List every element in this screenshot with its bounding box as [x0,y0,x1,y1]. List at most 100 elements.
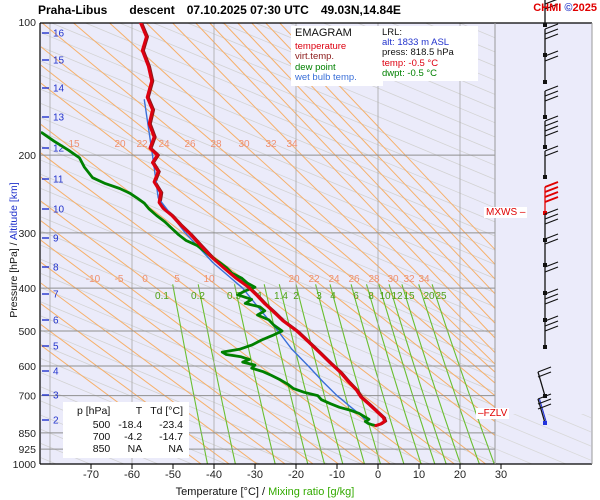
svg-text:0.2: 0.2 [191,291,205,302]
svg-text:22: 22 [136,139,148,150]
svg-text:1000: 1000 [13,459,37,471]
col-temp: T [135,405,143,417]
legend: EMAGRAM temperature virt.temp. dew point… [291,26,383,86]
svg-text:9: 9 [53,234,59,245]
fzlv-dash-icon: – [478,408,484,419]
svg-text:-5: -5 [115,274,124,285]
svg-text:500: 500 [18,326,36,338]
col-dewpoint: Td [°C] [150,405,184,417]
svg-text:20: 20 [288,274,300,285]
svg-text:16: 16 [53,29,65,40]
copyright-icon: © [564,2,573,14]
legend-item-dew-point: dew point [295,61,336,73]
table-header-row: p [hPa] T Td [°C] [69,405,183,419]
svg-text:-40: -40 [206,469,222,481]
svg-text:0: 0 [142,274,148,285]
svg-text:24: 24 [328,274,340,285]
svg-text:8: 8 [53,263,59,274]
svg-text:0.5: 0.5 [227,291,241,302]
svg-text:15: 15 [403,291,415,302]
svg-text:34: 34 [418,274,430,285]
svg-text:30: 30 [495,469,507,481]
svg-text:1.4: 1.4 [274,291,288,302]
dewpoint-value: dwpt: -0.5 °C [382,67,438,79]
x-axis-caption: Temperature [°C] / Mixing ratio [g/kg] [175,486,355,498]
svg-text:32: 32 [403,274,415,285]
svg-text:10: 10 [379,291,391,302]
svg-text:3: 3 [316,291,322,302]
svg-text:925: 925 [18,444,36,456]
svg-text:30: 30 [238,139,250,150]
y-axis-caption: Pressure [hPa] / Altitude [km] [8,182,20,318]
svg-text:300: 300 [18,228,36,240]
svg-text:20: 20 [114,139,126,150]
svg-text:6: 6 [353,291,359,302]
svg-text:-20: -20 [288,469,304,481]
levels-table: p [hPa] T Td [°C] 500 -18.4 -23.4 700 -4… [63,402,190,458]
svg-text:2: 2 [53,416,59,427]
col-pressure: p [hPa] [77,405,111,417]
svg-text:-10: -10 [86,274,101,285]
svg-text:-10: -10 [329,469,345,481]
svg-text:11: 11 [53,175,64,186]
legend-item-wet-bulb: wet bulb temp. [295,72,357,83]
freezing-level-marker: –FZLV [476,408,510,419]
svg-text:30: 30 [387,274,399,285]
svg-text:15: 15 [53,56,65,67]
max-wind-speed-marker: MXWS – [484,207,528,218]
svg-text:5: 5 [174,274,180,285]
svg-text:10: 10 [53,205,65,216]
table-row: 700 -4.2 -14.7 [92,431,184,443]
station-coords: 49.03N,14.84E [320,3,401,17]
svg-text:26: 26 [184,139,196,150]
svg-text:12: 12 [53,144,65,155]
svg-text:-70: -70 [83,469,99,481]
lrl-label: LRL: [382,27,403,38]
svg-text:28: 28 [368,274,380,285]
svg-text:-50: -50 [165,469,181,481]
svg-text:10: 10 [203,274,215,285]
legend-item-temperature: temperature [295,40,347,52]
table-row: 500 -18.4 -23.4 [92,419,184,431]
chmi-logo: CHMI ©2025 [533,2,597,14]
grid-lines [41,23,495,464]
svg-text:4: 4 [330,291,336,302]
svg-text:0.1: 0.1 [155,291,169,302]
svg-text:10: 10 [413,469,425,481]
svg-text:6: 6 [53,316,59,327]
legend-title: EMAGRAM [295,27,352,39]
svg-text:32: 32 [265,139,277,150]
svg-text:7: 7 [53,290,59,301]
sounding-datetime: 07.10.2025 07:30 UTC [186,3,309,17]
svg-text:26: 26 [348,274,360,285]
svg-text:3: 3 [53,391,59,402]
svg-text:0: 0 [375,469,381,481]
station-name: Praha-Libus [38,3,108,17]
legend-item-virt-temp: virt.temp. [295,51,335,62]
svg-text:5: 5 [53,342,59,353]
svg-text:12: 12 [391,291,403,302]
svg-text:200: 200 [18,150,36,162]
sounding-mode: descent [129,3,175,17]
svg-text:24: 24 [158,139,170,150]
svg-text:100: 100 [18,17,36,29]
page-title: Praha-Libus descent 07.10.2025 07:30 UTC 49… [38,3,401,17]
table-row: 850 NA NA [92,443,184,455]
wind-barbs [537,0,559,425]
pressure-value: press: 818.5 hPa [382,47,454,59]
svg-text:4: 4 [53,367,59,378]
temperature-value: temp: -0.5 °C [382,57,439,69]
svg-text:34: 34 [286,139,298,150]
svg-text:14: 14 [53,84,65,95]
logo-text: CHMI [533,2,562,14]
svg-text:28: 28 [210,139,222,150]
svg-text:700: 700 [18,391,36,403]
logo-year: 2025 [572,2,597,14]
svg-text:600: 600 [18,361,36,373]
svg-text:15: 15 [68,139,80,150]
sounding-curves [41,23,388,428]
svg-text:-30: -30 [247,469,263,481]
svg-text:400: 400 [18,283,36,295]
